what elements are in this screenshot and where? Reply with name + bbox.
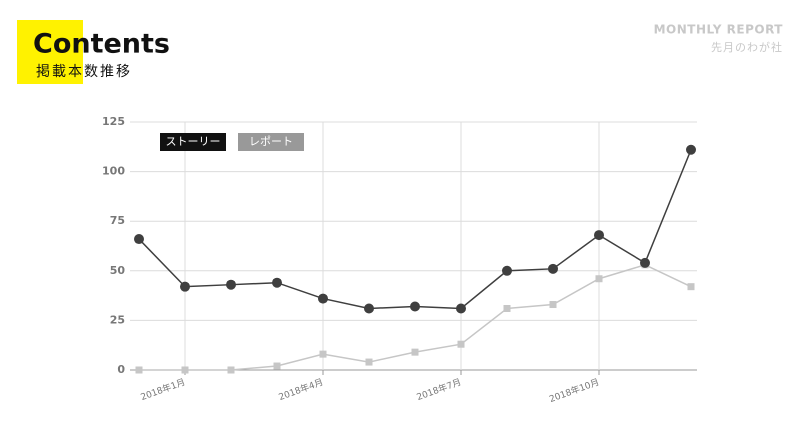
page-title: Contents [33,29,170,60]
y-tick-label: 75 [110,214,125,227]
legend-label: ストーリー [166,135,221,148]
legend-box [238,133,304,151]
point [227,366,235,374]
company-label: 先月のわが社 [711,40,783,54]
point [181,366,189,374]
y-tick-label: 100 [102,165,125,178]
point [456,303,466,314]
point [273,362,281,370]
point [548,263,558,274]
x-tick-label: 2018年10月 [548,376,601,405]
point [457,340,465,348]
point [686,144,696,155]
y-tick-label: 0 [117,363,125,376]
point [640,257,650,268]
point [687,283,695,291]
series-line [138,149,692,310]
point [549,301,557,309]
legend-box [160,133,226,151]
y-tick-label: 50 [110,264,126,277]
point [272,277,282,288]
y-tick-label: 125 [102,115,125,128]
point [364,303,374,314]
point [594,230,604,241]
title-highlight [17,20,83,84]
report-label: MONTHLY REPORT [654,23,784,37]
point [135,366,143,374]
point [410,301,420,312]
point [318,293,328,304]
x-tick-label: 2018年1月 [139,376,187,403]
point [502,265,512,276]
page-subtitle: 掲載本数推移 [36,64,132,80]
y-tick-label: 25 [110,313,125,326]
point [180,281,190,292]
point [365,358,373,366]
point [411,348,419,356]
point [503,304,511,312]
x-tick-label: 2018年7月 [415,376,463,403]
chart: 0 25 50 75 100 125 2018年1月 2018年4月 2018年7月 2018年1… [102,115,697,405]
point [319,350,327,358]
point [226,279,236,290]
point [134,234,144,245]
legend-label: レポート [249,135,293,148]
point [595,275,603,283]
x-tick-label: 2018年4月 [277,376,325,403]
